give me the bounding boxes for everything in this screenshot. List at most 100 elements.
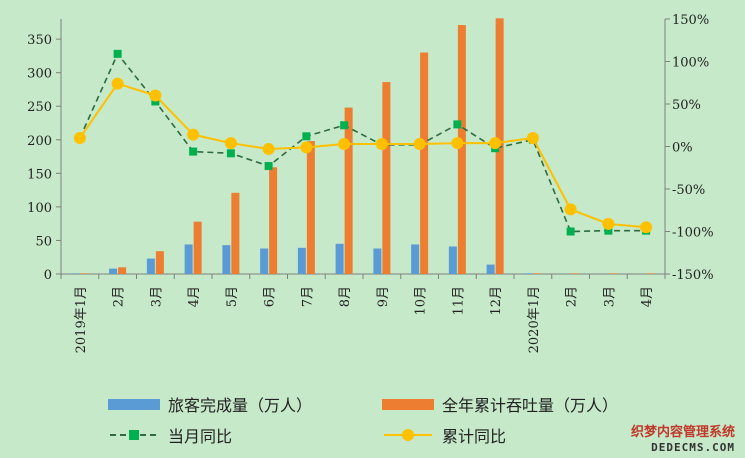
y-right-tick-label: -50% — [672, 183, 705, 198]
bar-cumulative-throughput — [420, 52, 429, 275]
y-left-tick-label: 250 — [27, 100, 52, 115]
bar-cumulative-throughput — [382, 82, 391, 274]
point-cumulative-yoy — [413, 137, 426, 150]
x-tick-label: 6月 — [263, 286, 278, 307]
point-cumulative-yoy — [451, 137, 464, 150]
bar-passengers — [222, 245, 231, 274]
point-cumulative-yoy — [187, 128, 200, 141]
point-cumulative-yoy — [489, 137, 502, 150]
point-cumulative-yoy — [262, 143, 275, 156]
chart-axes — [60, 19, 666, 275]
chart-ticks: 0 50 100 150 200 250 300 350 150% 100% 50% 0% -50% -1… — [27, 13, 713, 353]
x-tick-label: 9月 — [376, 286, 391, 307]
point-monthly-yoy — [264, 162, 273, 171]
x-tick-label: 3月 — [149, 286, 164, 307]
x-tick-label: 10月 — [414, 286, 429, 316]
watermark-text: 织梦内容管理系统 — [630, 425, 735, 440]
bar-cumulative-throughput — [646, 273, 655, 274]
x-tick-label: 2019年1月 — [74, 286, 89, 353]
chart-bars — [71, 18, 655, 275]
bar-cumulative-throughput — [193, 221, 202, 274]
bar-cumulative-throughput — [344, 107, 353, 274]
y-left-tick-label: 0 — [44, 268, 52, 283]
point-monthly-yoy — [226, 149, 235, 158]
bar-cumulative-throughput — [80, 273, 89, 274]
legend-item-cumulative-throughput: 全年累计吞吐量（万人） — [382, 392, 618, 416]
x-tick-label: 3月 — [602, 286, 617, 307]
x-tick-label: 5月 — [225, 286, 240, 307]
bar-passengers — [486, 264, 495, 274]
bar-cumulative-throughput — [269, 167, 278, 274]
bar-passengers — [411, 244, 420, 274]
x-tick-label: 4月 — [640, 286, 655, 307]
legend-swatch-cumulative-throughput — [382, 398, 434, 410]
point-monthly-yoy — [604, 226, 613, 235]
x-tick-label: 2月 — [112, 286, 127, 307]
legend-swatch-cumulative-yoy — [382, 428, 434, 442]
bar-passengers — [524, 273, 533, 274]
legend-item-cumulative-yoy: 累计同比 — [382, 423, 506, 447]
legend-label-monthly-yoy: 当月同比 — [168, 427, 233, 446]
y-left-tick-label: 300 — [27, 67, 52, 82]
point-cumulative-yoy — [640, 221, 653, 234]
legend-swatch-passengers — [108, 398, 160, 410]
bar-cumulative-throughput — [457, 25, 466, 274]
point-cumulative-yoy — [73, 132, 86, 144]
x-tick-label: 11月 — [451, 286, 466, 316]
x-tick-label: 7月 — [300, 286, 315, 307]
point-cumulative-yoy — [602, 217, 615, 230]
x-tick-label: 8月 — [338, 286, 353, 307]
point-cumulative-yoy — [564, 203, 577, 216]
bar-passengers — [184, 244, 193, 274]
bar-cumulative-throughput — [306, 141, 315, 274]
bar-passengers — [297, 247, 306, 274]
y-right-tick-label: 0% — [672, 141, 693, 156]
bar-cumulative-throughput — [608, 273, 617, 274]
point-cumulative-yoy — [111, 77, 124, 90]
y-left-tick-label: 100 — [27, 201, 52, 216]
y-left-tick-label: 150 — [27, 167, 52, 182]
point-cumulative-yoy — [300, 141, 313, 154]
bar-passengers — [335, 243, 344, 274]
bar-passengers — [260, 248, 269, 274]
bar-passengers — [71, 273, 80, 274]
y-right-tick-label: -150% — [672, 268, 714, 283]
x-tick-label: 2020年1月 — [527, 286, 542, 353]
legend-label-cumulative-yoy: 累计同比 — [442, 427, 507, 446]
legend-label-cumulative-throughput: 全年累计吞吐量（万人） — [442, 396, 619, 415]
bar-cumulative-throughput — [571, 273, 580, 274]
y-right-tick-label: 150% — [672, 13, 709, 28]
point-monthly-yoy — [566, 227, 575, 236]
y-left-tick-label: 50 — [35, 234, 52, 249]
point-monthly-yoy — [453, 120, 462, 129]
point-cumulative-yoy — [224, 137, 237, 150]
bar-cumulative-throughput — [118, 267, 127, 274]
bar-cumulative-throughput — [155, 251, 164, 274]
legend-label-passengers: 旅客完成量（万人） — [168, 396, 313, 415]
point-cumulative-yoy — [338, 137, 351, 150]
combo-chart: 0 50 100 150 200 250 300 350 150% 100% 50% 0% -50% -1… — [27, 13, 713, 353]
point-monthly-yoy — [340, 121, 349, 130]
bar-cumulative-throughput — [231, 192, 240, 274]
point-cumulative-yoy — [526, 132, 539, 144]
x-tick-label: 2月 — [565, 286, 580, 307]
point-monthly-yoy — [189, 147, 198, 156]
bar-passengers — [109, 268, 118, 274]
bar-cumulative-throughput — [533, 273, 542, 274]
legend-swatch-monthly-yoy — [108, 428, 160, 442]
bar-passengers — [146, 258, 155, 274]
y-right-tick-label: 50% — [672, 98, 701, 113]
y-right-tick-label: -100% — [672, 226, 714, 241]
y-left-tick-label: 200 — [27, 134, 52, 149]
line-monthly-yoy — [79, 52, 647, 233]
legend-item-monthly-yoy: 当月同比 — [108, 423, 232, 447]
bar-passengers — [448, 246, 457, 274]
point-monthly-yoy — [113, 49, 122, 58]
x-tick-label: 12月 — [489, 286, 504, 316]
legend-item-passengers: 旅客完成量（万人） — [108, 392, 312, 416]
watermark-domain: DEDECMS.COM — [651, 441, 735, 454]
chart-lines — [73, 49, 653, 236]
x-tick-label: 4月 — [187, 286, 202, 307]
point-monthly-yoy — [302, 132, 311, 141]
y-left-tick-label: 350 — [27, 33, 52, 48]
